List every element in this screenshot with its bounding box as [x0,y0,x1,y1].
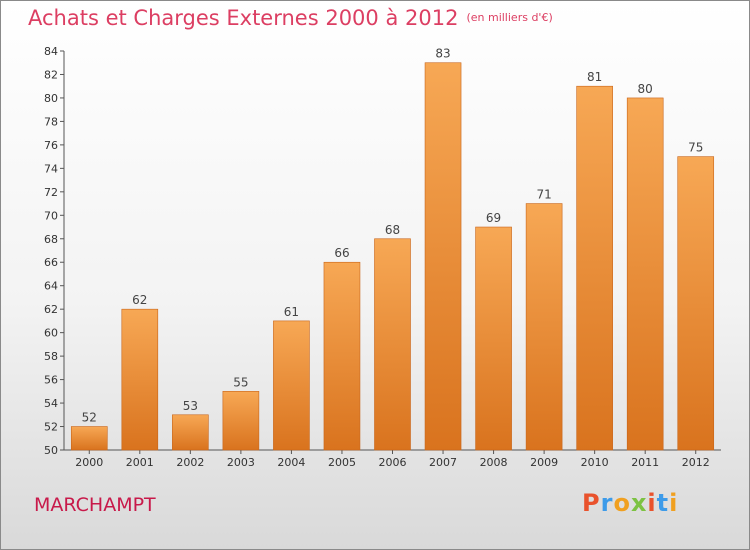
bar-2007[interactable] [424,62,462,451]
y-tick-label: 72 [44,186,58,199]
bar-2005[interactable] [323,261,361,451]
y-tick-label: 82 [44,68,58,81]
chart-unit: (en milliers d'€) [466,11,553,24]
proxiti-logo-letter: t [656,489,670,517]
bars: 52 62 53 55 61 66 68 83 69 71 81 80 75 [70,47,715,451]
proxiti-logo-letter: x [630,489,648,517]
y-tick-label: 60 [44,327,58,340]
y-tick-label: 50 [44,444,58,457]
bar-2001[interactable] [121,308,159,451]
data-label: 55 [233,375,248,389]
x-tick-label: 2000 [75,456,103,469]
x-tick-label: 2002 [176,456,204,469]
bar-2004[interactable] [273,320,310,451]
x-tick-label: 2003 [227,456,255,469]
y-tick-label: 56 [44,374,58,387]
x-axis: 2000 2001 2002 2003 2004 2005 2006 2007 2008 2009… [64,449,721,469]
x-tick-label: 2001 [126,456,154,469]
x-tick-label: 2007 [429,456,457,469]
data-label: 52 [82,411,97,425]
data-label: 62 [132,293,147,307]
x-tick-label: 2012 [682,456,710,469]
y-tick-label: 64 [44,280,58,293]
y-tick-label: 76 [44,139,58,152]
y-axis: 50 52 54 56 58 60 62 64 66 68 70 72 74 76 78 80 82 84 [44,45,65,457]
chart-title-text: Achats et Charges Externes 2000 à 2012 [28,6,459,30]
data-label: 83 [435,47,450,61]
x-tick-label: 2006 [379,456,407,469]
data-label: 69 [486,211,501,225]
bar-2003[interactable] [222,391,260,451]
y-tick-label: 68 [44,233,58,246]
proxiti-logo-letter: i [647,489,657,517]
y-tick-label: 70 [44,209,58,222]
y-tick-label: 54 [44,397,58,410]
data-label: 68 [385,223,400,237]
proxiti-logo[interactable]: Proxiti [582,489,678,517]
proxiti-logo-letter: i [669,489,679,517]
y-tick-label: 84 [44,45,58,58]
bar-2011[interactable] [626,97,664,451]
data-label: 61 [284,305,299,319]
y-tick-label: 80 [44,92,58,105]
y-tick-label: 78 [44,115,58,128]
x-tick-label: 2010 [581,456,609,469]
chart-title: Achats et Charges Externes 2000 à 2012 (e… [28,6,553,30]
y-tick-label: 58 [44,350,58,363]
proxiti-logo-letter: o [613,489,631,517]
bar-2006[interactable] [374,238,411,451]
y-tick-label: 62 [44,303,58,316]
town-name: MARCHAMPT [34,494,156,516]
x-tick-label: 2008 [480,456,508,469]
y-tick-label: 52 [44,421,58,434]
bar-2008[interactable] [475,226,512,451]
data-label: 53 [183,399,198,413]
bar-2002[interactable] [172,414,209,451]
data-label: 80 [638,82,653,96]
x-tick-label: 2009 [530,456,558,469]
bar-2010[interactable] [576,85,613,451]
x-tick-label: 2005 [328,456,356,469]
bar-2000[interactable] [70,426,108,451]
data-label: 75 [688,141,703,155]
bar-2009[interactable] [525,203,563,451]
data-label: 81 [587,70,602,84]
y-tick-label: 66 [44,256,58,269]
y-tick-label: 74 [44,162,58,175]
bar-2012[interactable] [677,156,715,451]
data-label: 66 [334,246,349,260]
proxiti-logo-letter: P [582,489,601,517]
x-tick-label: 2011 [631,456,659,469]
proxiti-logo-letter: r [600,489,614,517]
x-tick-label: 2004 [277,456,305,469]
data-label: 71 [536,188,551,202]
